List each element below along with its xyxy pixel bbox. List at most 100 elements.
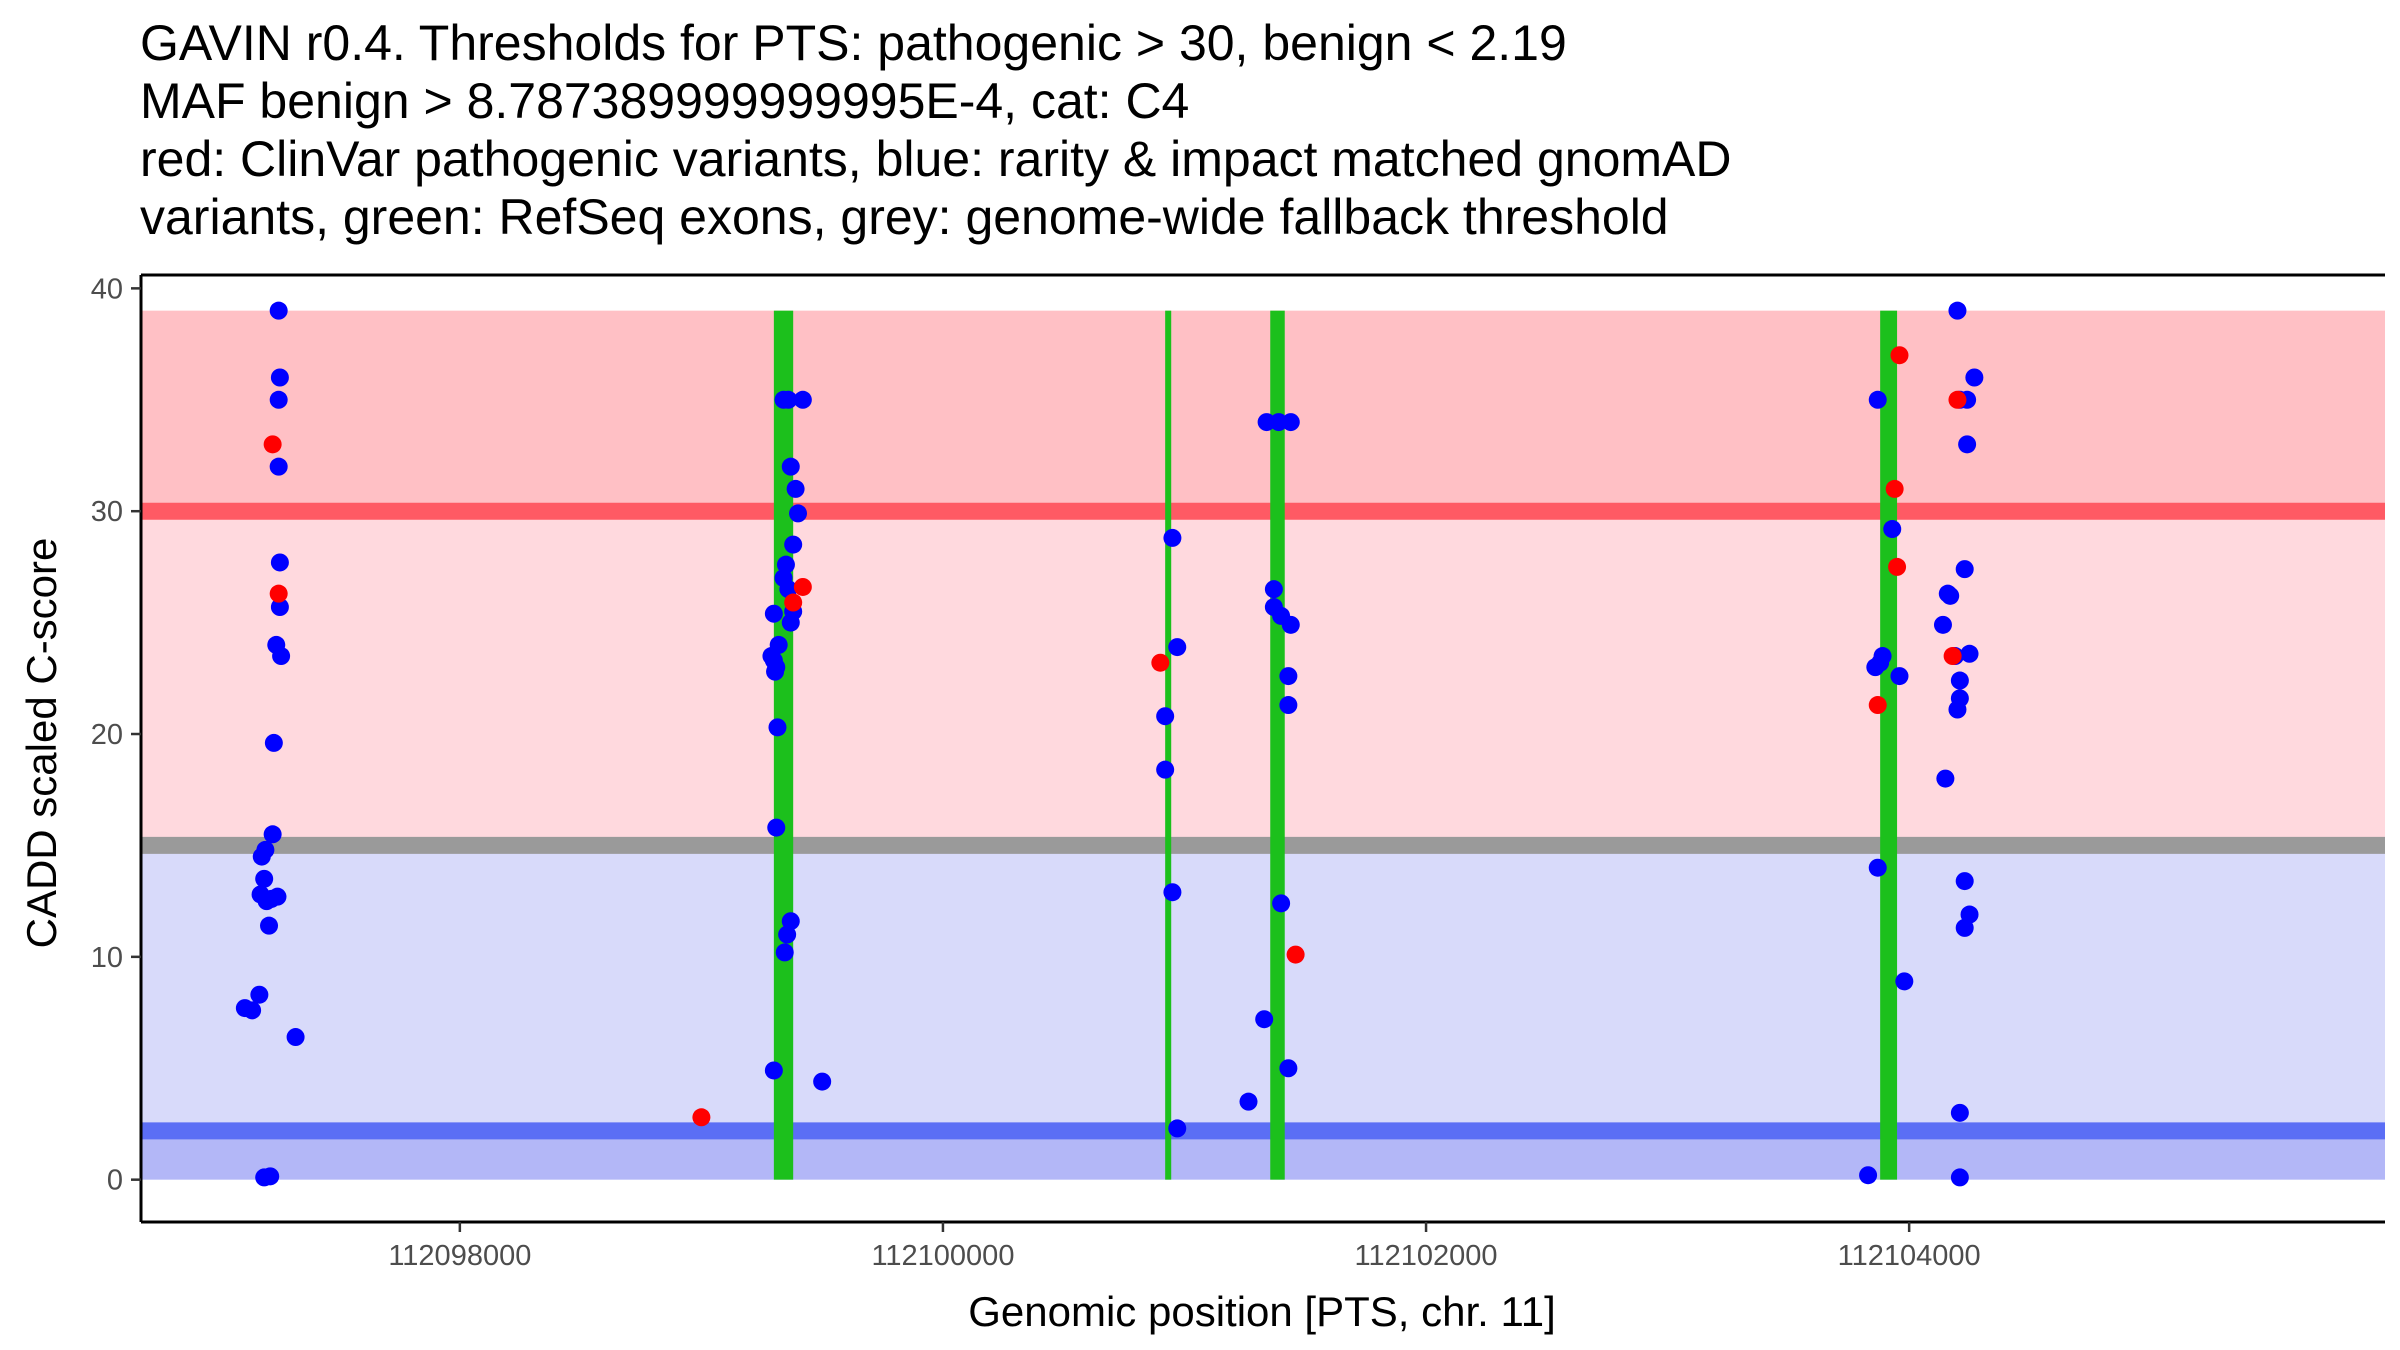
below-fallback-zone bbox=[141, 845, 2385, 1131]
gnomad-point-31 bbox=[784, 535, 803, 554]
gnomad-point-48 bbox=[764, 1061, 783, 1080]
gnomad-point-93 bbox=[1955, 872, 1974, 891]
gnomad-point-86 bbox=[1933, 615, 1952, 634]
gnomad-point-92 bbox=[1936, 769, 1955, 788]
clinvar-point-1 bbox=[263, 435, 282, 454]
gnomad-point-52 bbox=[1156, 707, 1175, 726]
gnomad-point-85 bbox=[1938, 584, 1957, 603]
gnomad-point-62 bbox=[1281, 615, 1300, 634]
gnomad-point-66 bbox=[1255, 1010, 1274, 1029]
gnomad-point-64 bbox=[1279, 696, 1298, 715]
x-axis-title: Genomic position [PTS, chr. 11] bbox=[968, 1288, 1556, 1335]
gnomad-point-95 bbox=[1955, 918, 1974, 937]
gnomad-point-91 bbox=[1948, 700, 1967, 719]
gnomad-point-55 bbox=[1168, 1119, 1187, 1138]
gnomad-point-13 bbox=[255, 869, 274, 888]
title-line-4: variants, green: RefSeq exons, grey: gen… bbox=[140, 189, 1669, 245]
gnomad-point-69 bbox=[1868, 390, 1887, 409]
clinvar-point-11 bbox=[1868, 696, 1887, 715]
gnomad-point-88 bbox=[1960, 644, 1979, 663]
gnomad-point-9 bbox=[264, 733, 283, 752]
gnomad-point-5 bbox=[270, 553, 289, 572]
y-tick-label-20: 20 bbox=[91, 719, 123, 751]
clinvar-point-6 bbox=[1151, 653, 1170, 672]
pathogenic-zone bbox=[141, 310, 2385, 512]
clinvar-point-9 bbox=[1885, 479, 1904, 498]
gnomad-point-53 bbox=[1156, 760, 1175, 779]
gnomad-point-73 bbox=[1871, 653, 1890, 672]
gnomad-point-63 bbox=[1279, 667, 1298, 686]
gnomad-point-22 bbox=[286, 1028, 305, 1047]
gnomad-point-32 bbox=[776, 555, 795, 574]
gnomad-point-79 bbox=[1965, 368, 1984, 387]
gnomad-point-43 bbox=[768, 718, 787, 737]
gnomad-point-4 bbox=[269, 457, 288, 476]
clinvar-point-12 bbox=[1948, 390, 1967, 409]
gnomad-point-54 bbox=[1163, 883, 1182, 902]
gnomad-point-1 bbox=[269, 301, 288, 320]
x-tick-label-112102000: 112102000 bbox=[1355, 1240, 1498, 1272]
clinvar-point-7 bbox=[1286, 945, 1305, 964]
exon-bar-2 bbox=[1165, 310, 1172, 1180]
gnomad-point-78 bbox=[1948, 301, 1967, 320]
gnomad-point-77 bbox=[1859, 1166, 1878, 1185]
gnomad-point-50 bbox=[1163, 528, 1182, 547]
gnomad-point-17 bbox=[260, 916, 279, 935]
clinvar-point-4 bbox=[784, 593, 803, 612]
exon-bar-3 bbox=[1270, 310, 1285, 1180]
gnomad-point-8 bbox=[272, 647, 291, 666]
gnomad-point-24 bbox=[261, 1167, 280, 1186]
y-tick-label-40: 40 bbox=[91, 273, 123, 305]
gnomad-point-44 bbox=[767, 818, 786, 837]
gnomad-point-29 bbox=[786, 479, 805, 498]
gnomad-point-27 bbox=[774, 390, 793, 409]
gnomad-point-76 bbox=[1895, 972, 1914, 991]
data-points bbox=[235, 301, 1984, 1187]
chart-title: GAVIN r0.4. Thresholds for PTS: pathogen… bbox=[140, 14, 1731, 246]
y-tick-label-0: 0 bbox=[107, 1165, 123, 1197]
clinvar-point-3 bbox=[692, 1108, 711, 1127]
gnomad-point-68 bbox=[1239, 1092, 1258, 1111]
clinvar-point-8 bbox=[1890, 346, 1909, 365]
gnomad-point-42 bbox=[766, 662, 785, 681]
title-line-3: red: ClinVar pathogenic variants, blue: … bbox=[140, 131, 1732, 187]
clinvar-point-10 bbox=[1888, 557, 1907, 576]
exon-bar-4 bbox=[1880, 310, 1898, 1180]
gnomad-point-46 bbox=[778, 925, 797, 944]
gnomad-point-89 bbox=[1950, 671, 1969, 690]
gnomad-point-30 bbox=[789, 504, 808, 523]
gnomad-point-74 bbox=[1890, 667, 1909, 686]
gnomad-point-75 bbox=[1868, 858, 1887, 877]
gnomad-point-19 bbox=[250, 985, 269, 1004]
gnomad-point-96 bbox=[1950, 1103, 1969, 1122]
exon-bar-1 bbox=[773, 310, 794, 1180]
exon-bars bbox=[773, 310, 1898, 1180]
gnomad-point-58 bbox=[1281, 413, 1300, 432]
gnomad-point-83 bbox=[1955, 560, 1974, 579]
gnomad-point-6 bbox=[270, 598, 289, 617]
gnomad-point-3 bbox=[269, 390, 288, 409]
gnomad-point-18 bbox=[262, 889, 281, 908]
clinvar-point-5 bbox=[793, 577, 812, 596]
title-line-1: GAVIN r0.4. Thresholds for PTS: pathogen… bbox=[140, 15, 1567, 71]
x-tick-label-112104000: 112104000 bbox=[1838, 1240, 1981, 1272]
gnomad-point-10 bbox=[263, 825, 282, 844]
gnomad-point-82 bbox=[1958, 435, 1977, 454]
gnomad-point-21 bbox=[243, 1001, 262, 1020]
above-fallback-zone bbox=[141, 511, 2385, 846]
y-tick-label-10: 10 bbox=[91, 942, 123, 974]
clinvar-point-13 bbox=[1943, 647, 1962, 666]
gnomad-point-70 bbox=[1883, 520, 1902, 539]
gnomad-point-97 bbox=[1950, 1168, 1969, 1187]
gnomad-point-47 bbox=[775, 943, 794, 962]
threshold-regions bbox=[141, 310, 2385, 1180]
title-line-2: MAF benign > 8.787389999999995E-4, cat: … bbox=[140, 73, 1190, 129]
y-tick-label-30: 30 bbox=[91, 496, 123, 528]
gnomad-point-37 bbox=[781, 613, 800, 632]
gnomad-point-28 bbox=[781, 457, 800, 476]
gnomad-point-12 bbox=[252, 847, 271, 866]
x-tick-label-112098000: 112098000 bbox=[388, 1240, 531, 1272]
gnomad-point-26 bbox=[793, 390, 812, 409]
axes: 0 10 20 30 40 112098000 112100000 112102000 1121… bbox=[91, 273, 2385, 1272]
